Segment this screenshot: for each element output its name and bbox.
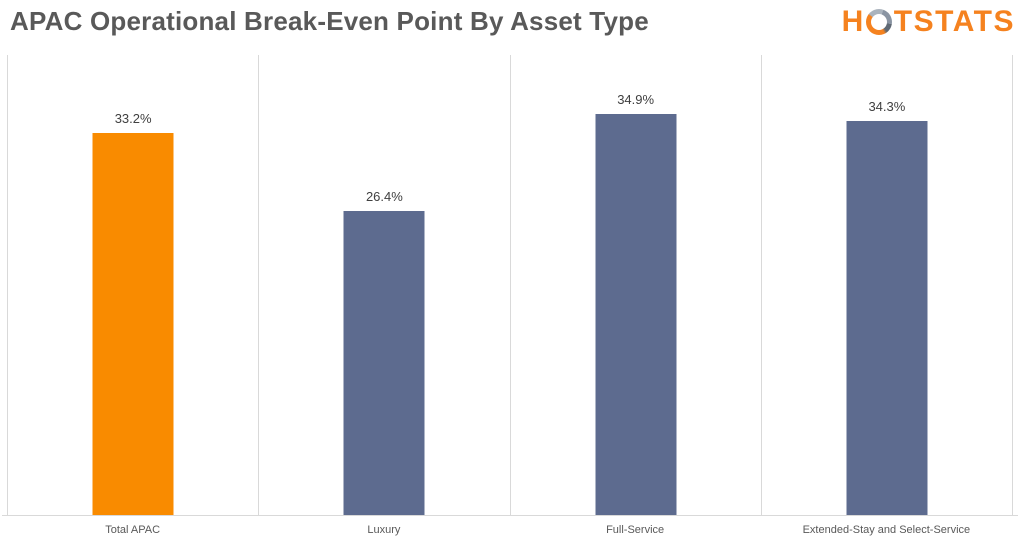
x-axis-label-full-service: Full-Service bbox=[606, 524, 665, 536]
category-panel-extended-stay-and-select-service: 34.3% bbox=[762, 55, 1013, 515]
bar-full-service bbox=[595, 113, 677, 515]
bar-value-label: 26.4% bbox=[365, 189, 403, 205]
x-axis-label-total-apac: Total APAC bbox=[105, 524, 161, 536]
hotstats-logo: H TSTATS bbox=[841, 5, 1015, 38]
x-axis-labels: Total APAC Luxury Full-Service Extended-Sta… bbox=[7, 524, 1012, 536]
bar-value-label: 33.2% bbox=[114, 111, 152, 127]
plot-area: 33.2% 26.4% 34.9% 34.3% bbox=[7, 55, 1013, 515]
bar-extended-stay-and-select-service bbox=[846, 120, 928, 515]
category-panel-full-service: 34.9% bbox=[511, 55, 762, 515]
bar-luxury bbox=[343, 211, 425, 515]
x-axis-label-luxury: Luxury bbox=[367, 524, 401, 536]
chart-title: APAC Operational Break-Even Point By Ass… bbox=[10, 6, 649, 36]
category-panel-total-apac: 33.2% bbox=[8, 55, 260, 515]
bar-value-label: 34.9% bbox=[617, 91, 655, 107]
x-axis-label-extended-stay-and-select-service: Extended-Stay and Select-Service bbox=[802, 524, 971, 536]
x-axis-line bbox=[2, 515, 1018, 516]
logo-text-tstats: TSTATS bbox=[893, 5, 1015, 38]
bar-total-apac bbox=[92, 133, 174, 515]
bar-value-label: 34.3% bbox=[868, 98, 906, 114]
hotstats-swirl-o-icon bbox=[865, 9, 892, 35]
category-panel-luxury: 26.4% bbox=[259, 55, 511, 515]
logo-text-h: H bbox=[841, 5, 865, 38]
